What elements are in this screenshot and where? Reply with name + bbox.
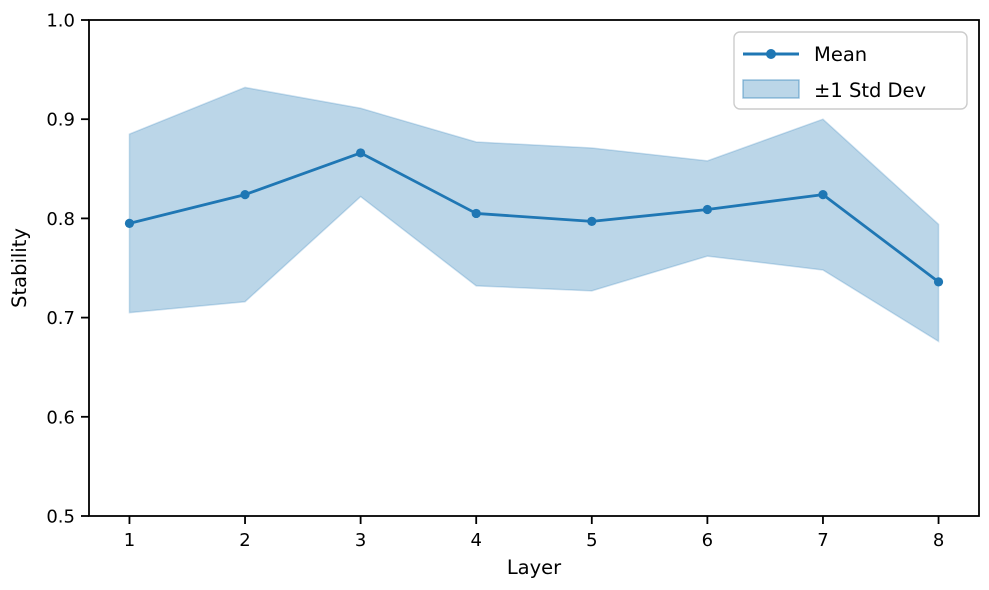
x-tick-label: 8 [933,530,944,551]
data-point-marker [124,218,135,228]
std-band-layer [128,86,940,343]
data-point-markers [124,148,944,287]
data-point-marker [240,189,250,200]
data-point-marker [702,204,712,215]
data-point-marker [587,216,597,226]
y-tick-label: 1.0 [46,11,75,32]
y-tick-label: 0.5 [46,507,75,528]
data-point-marker [818,189,828,200]
x-tick-label: 4 [470,530,481,551]
legend-mean-marker-sample [766,49,776,59]
plot-spines [88,19,980,517]
y-tick-label: 0.6 [46,407,75,428]
data-point-marker [471,208,481,219]
x-tick-label: 2 [239,530,250,551]
legend-band-label: ±1 Std Dev [814,79,926,102]
legend-mean-label: Mean [814,43,867,66]
mean-line-layer [129,151,940,284]
axis-ticks: 1 2 3 4 5 6 7 8 0.5 0.6 0.7 0.8 0.9 1.0 [46,11,944,552]
legend-band-patch-sample [742,79,800,99]
data-point-marker [933,277,944,287]
legend: Mean ±1 Std Dev [733,31,968,110]
y-tick-label: 0.9 [46,110,75,131]
legend-box [733,31,968,110]
mean-line [129,151,940,284]
y-axis-label: Stability [8,228,31,308]
x-tick-label: 1 [124,530,135,551]
x-axis-label: Layer [507,556,562,579]
x-tick-label: 6 [702,530,713,551]
data-point-marker [356,148,366,158]
y-tick-label: 0.7 [46,308,75,329]
y-tick-label: 0.8 [46,209,75,230]
std-band [128,86,940,343]
x-tick-label: 3 [355,530,366,551]
x-tick-label: 5 [586,530,597,551]
x-tick-label: 7 [817,530,828,551]
